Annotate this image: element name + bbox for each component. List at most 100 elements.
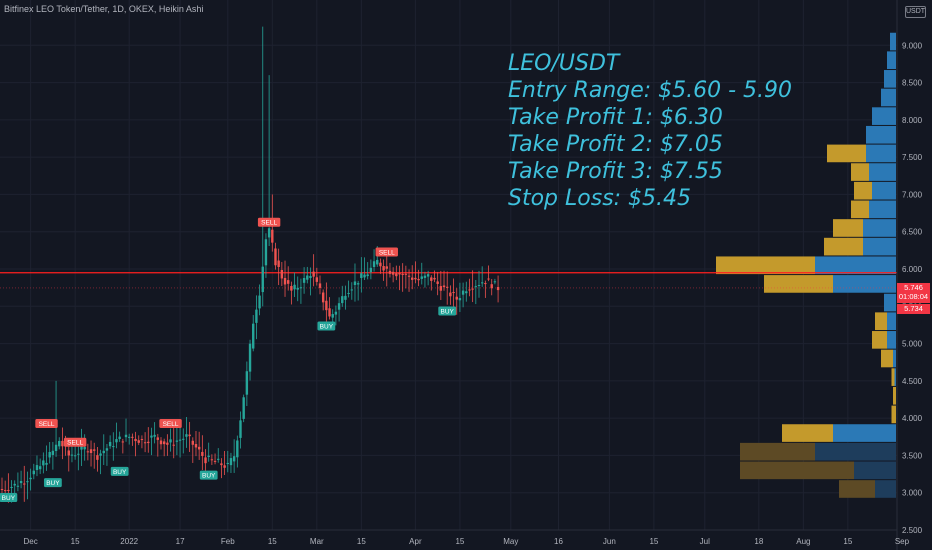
candle-body bbox=[363, 274, 366, 278]
candle-body bbox=[252, 323, 255, 349]
horizontal-price-line[interactable] bbox=[0, 272, 897, 289]
candle-body bbox=[471, 288, 474, 290]
time-axis[interactable]: Dec 15 2022 17 Feb 15 Mar 15 Apr 15 May 16 Jun 15 Jul 1… bbox=[0, 529, 910, 546]
signal-labels: BUY SELL BUY SELL BUY SELL BUY SELL BUY SELL BUY bbox=[0, 217, 457, 502]
candle-body bbox=[156, 437, 160, 440]
time-tick-label: Dec bbox=[24, 537, 38, 546]
volume-bar-up bbox=[893, 349, 896, 368]
candle-body bbox=[0, 489, 4, 491]
candle-body bbox=[242, 397, 245, 419]
candle-body bbox=[70, 454, 74, 456]
time-tick-label: Jul bbox=[700, 537, 710, 546]
candle-body bbox=[210, 459, 214, 461]
candle-body bbox=[258, 295, 261, 309]
annotation-line: Take Profit 3: $7.55 bbox=[508, 159, 723, 184]
candle-body bbox=[312, 271, 315, 277]
volume-bar-down bbox=[891, 405, 896, 424]
axis-currency-tag[interactable]: USDT bbox=[905, 6, 926, 18]
price-axis[interactable]: 9.0008.5008.0007.5007.0006.5006.0005.500… bbox=[896, 0, 932, 550]
price-tick-label: 4.000 bbox=[902, 414, 923, 423]
candle-body bbox=[3, 490, 7, 492]
candle-body bbox=[455, 296, 458, 300]
candle-body bbox=[159, 440, 163, 445]
annotation-line: Take Profit 1: $6.30 bbox=[508, 105, 723, 130]
volume-bar-up bbox=[815, 256, 896, 275]
signal-badge-bg bbox=[317, 321, 336, 331]
candle-body bbox=[73, 455, 77, 457]
sell-signal-label: SELL bbox=[39, 421, 55, 428]
candle-body bbox=[166, 442, 169, 445]
sell-signal-label: SELL bbox=[163, 421, 179, 428]
countdown-value: 01:08:04 bbox=[898, 292, 929, 301]
candle-body bbox=[452, 292, 455, 294]
candle-body bbox=[42, 460, 45, 466]
candle-body bbox=[124, 434, 128, 438]
price-tick-label: 9.000 bbox=[902, 41, 923, 50]
volume-bar-down bbox=[875, 312, 887, 331]
price-tick-label: 7.000 bbox=[902, 190, 923, 199]
time-tick-label: Feb bbox=[221, 537, 235, 546]
candle-body bbox=[16, 485, 20, 487]
candle-body bbox=[229, 458, 233, 466]
candle-body bbox=[197, 446, 201, 450]
candle-body bbox=[271, 229, 274, 243]
candle-body bbox=[13, 483, 16, 486]
candle-body bbox=[436, 281, 439, 284]
candle-body bbox=[51, 450, 55, 455]
candle-body bbox=[29, 477, 32, 480]
candle-body bbox=[194, 443, 198, 448]
low-price-tag: 5.734 bbox=[897, 304, 930, 314]
candle-body bbox=[226, 462, 229, 464]
volume-bar-down bbox=[851, 163, 869, 181]
buy-signal-label: BUY bbox=[46, 480, 60, 487]
candle-body bbox=[274, 248, 277, 266]
candle-body bbox=[318, 283, 322, 288]
buy-signal-label: BUY bbox=[202, 473, 216, 480]
signal-badge-bg bbox=[199, 470, 218, 480]
candle-body bbox=[131, 436, 134, 438]
price-tick-label: 5.000 bbox=[902, 340, 923, 349]
buy-signal-label: BUY bbox=[2, 495, 16, 502]
time-tick-label: 18 bbox=[754, 537, 763, 546]
candle-body bbox=[182, 438, 185, 440]
candle-body bbox=[398, 273, 401, 275]
candle-body bbox=[23, 483, 26, 485]
volume-bar-up bbox=[872, 107, 896, 125]
signal-badge-bg bbox=[35, 419, 58, 429]
candle-body bbox=[461, 290, 465, 295]
candle-body bbox=[207, 455, 210, 457]
candle-body bbox=[484, 283, 487, 285]
candle-body bbox=[385, 266, 388, 269]
candle-body bbox=[201, 451, 204, 456]
candle-body bbox=[239, 420, 242, 438]
candle-body bbox=[404, 273, 408, 275]
candle-body bbox=[299, 287, 303, 289]
time-tick-label: 15 bbox=[268, 537, 277, 546]
candle-body bbox=[137, 440, 140, 443]
time-tick-label: 15 bbox=[357, 537, 366, 546]
candle-body bbox=[45, 462, 48, 465]
candle-body bbox=[442, 285, 446, 288]
candle-body bbox=[388, 270, 392, 274]
sell-signal-label: SELL bbox=[67, 440, 83, 447]
candle-body bbox=[93, 449, 96, 451]
volume-bar-down bbox=[764, 275, 833, 293]
volume-bar-up bbox=[866, 125, 896, 144]
candle-body bbox=[147, 441, 150, 444]
candle-body bbox=[153, 434, 156, 437]
annotation-line: LEO/USDT bbox=[508, 51, 620, 76]
candle-body bbox=[169, 439, 172, 443]
price-tick-label: 7.500 bbox=[902, 153, 923, 162]
candle-body bbox=[369, 267, 373, 273]
time-tick-label: Sep bbox=[895, 537, 910, 546]
candle-body bbox=[204, 457, 207, 464]
candle-body bbox=[80, 446, 83, 450]
candle-body bbox=[372, 261, 376, 267]
candle-body bbox=[58, 440, 61, 447]
sell-signal-label: SELL bbox=[379, 250, 395, 257]
candle-body bbox=[162, 441, 166, 445]
candle-body bbox=[115, 439, 118, 443]
candle-body bbox=[102, 450, 105, 454]
candle-body bbox=[350, 289, 353, 291]
